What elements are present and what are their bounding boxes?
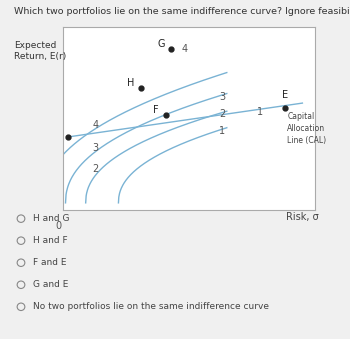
Text: 4: 4: [92, 120, 98, 131]
Text: 3: 3: [219, 92, 225, 102]
Text: Capital
Allocation
Line (CAL): Capital Allocation Line (CAL): [287, 112, 327, 145]
Text: No two portfolios lie on the same indifference curve: No two portfolios lie on the same indiff…: [33, 302, 269, 311]
Text: 2: 2: [219, 109, 225, 119]
Text: 0: 0: [55, 221, 61, 231]
Text: H and G: H and G: [33, 214, 70, 223]
Text: F and E: F and E: [33, 258, 67, 267]
Text: E: E: [282, 91, 288, 100]
Text: G: G: [158, 39, 165, 49]
Text: G and E: G and E: [33, 280, 69, 289]
Text: H and F: H and F: [33, 236, 68, 245]
Text: 3: 3: [92, 143, 98, 153]
Text: 2: 2: [92, 164, 98, 174]
Text: 1: 1: [257, 107, 263, 117]
Text: Which two portfolios lie on the same indifference curve? Ignore feasibility.: Which two portfolios lie on the same ind…: [14, 7, 350, 17]
Text: F: F: [153, 105, 159, 115]
Text: 4: 4: [181, 44, 188, 54]
Text: 1: 1: [219, 126, 225, 136]
Text: H: H: [127, 78, 135, 87]
Text: Expected
Return, E(r): Expected Return, E(r): [14, 41, 66, 61]
Text: Risk, σ: Risk, σ: [286, 212, 318, 222]
